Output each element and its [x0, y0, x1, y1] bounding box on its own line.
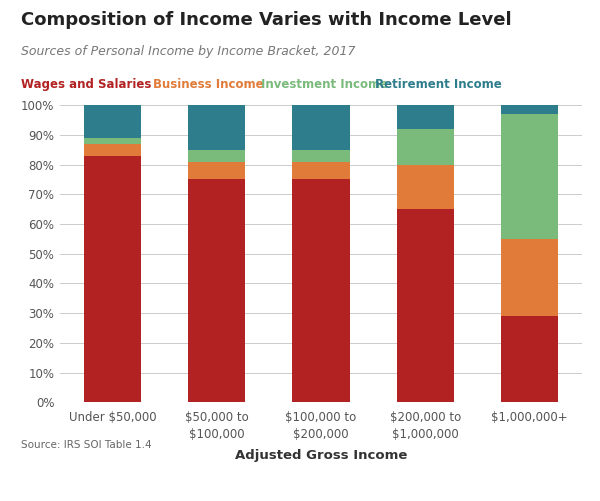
- Bar: [292, 162, 350, 179]
- Bar: [84, 156, 141, 402]
- Bar: [84, 138, 141, 144]
- Bar: [501, 105, 558, 114]
- Bar: [397, 105, 454, 129]
- Text: Wages and Salaries: Wages and Salaries: [21, 78, 151, 91]
- Bar: [501, 239, 558, 316]
- Bar: [397, 165, 454, 209]
- Bar: [292, 179, 350, 402]
- Bar: [188, 162, 245, 179]
- Text: Business Income: Business Income: [153, 78, 263, 91]
- Text: Investment Income: Investment Income: [261, 78, 388, 91]
- Bar: [292, 150, 350, 162]
- Bar: [397, 209, 454, 402]
- Text: Composition of Income Varies with Income Level: Composition of Income Varies with Income…: [21, 11, 512, 29]
- X-axis label: Adjusted Gross Income: Adjusted Gross Income: [235, 449, 407, 462]
- Bar: [292, 105, 350, 150]
- Bar: [84, 105, 141, 138]
- Text: @TaxFoundation: @TaxFoundation: [482, 476, 585, 489]
- Text: Source: IRS SOI Table 1.4: Source: IRS SOI Table 1.4: [21, 440, 152, 450]
- Text: Sources of Personal Income by Income Bracket, 2017: Sources of Personal Income by Income Bra…: [21, 45, 355, 58]
- Bar: [188, 105, 245, 150]
- Bar: [188, 179, 245, 402]
- Bar: [188, 150, 245, 162]
- Text: TAX FOUNDATION: TAX FOUNDATION: [15, 476, 139, 489]
- Bar: [501, 114, 558, 239]
- Bar: [84, 144, 141, 156]
- Bar: [501, 316, 558, 402]
- Text: Retirement Income: Retirement Income: [375, 78, 502, 91]
- Bar: [397, 129, 454, 165]
